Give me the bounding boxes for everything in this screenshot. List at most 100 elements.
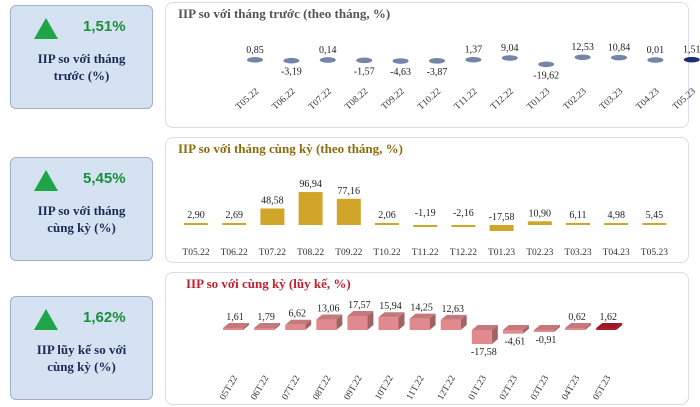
bar-03T.23 bbox=[534, 330, 554, 332]
bar-top-10T.22 bbox=[378, 312, 405, 318]
bar-T08.22 bbox=[356, 57, 373, 64]
data-label-T05.22: 2,90 bbox=[187, 210, 205, 221]
x-tick-01T.23: 01T.23 bbox=[467, 374, 489, 402]
x-tick-T02.23: T02.23 bbox=[526, 248, 553, 258]
data-label-T03.23: 6,11 bbox=[569, 210, 586, 221]
up-triangle-icon bbox=[34, 18, 58, 39]
data-label-T12.22: 9,04 bbox=[501, 43, 519, 54]
x-tick-T08.22: T08.22 bbox=[343, 87, 370, 113]
x-tick-09T.22: 09T.22 bbox=[343, 374, 365, 402]
bar-08T.22 bbox=[316, 319, 337, 330]
bar-T05.23 bbox=[683, 56, 700, 63]
data-label-T07.22: 0,14 bbox=[319, 45, 337, 56]
card-value: 1,51% bbox=[83, 18, 126, 35]
data-label-T02.23: 10,90 bbox=[529, 208, 552, 219]
x-tick-T08.22: T08.22 bbox=[297, 248, 324, 258]
x-tick-T05.23: T05.23 bbox=[671, 87, 698, 113]
bar-T08.22 bbox=[298, 192, 323, 225]
data-label-T02.23: 12,53 bbox=[571, 42, 594, 53]
x-tick-T05.23: T05.23 bbox=[641, 248, 668, 258]
bar-02T.23 bbox=[502, 330, 523, 334]
bar-06T.22 bbox=[254, 328, 275, 330]
bar-04T.23 bbox=[565, 328, 586, 330]
data-label-T10.22: -3,87 bbox=[427, 67, 448, 78]
data-label-05T.22: 1,61 bbox=[226, 312, 244, 323]
x-tick-T07.22: T07.22 bbox=[259, 248, 286, 258]
data-label-T11.22: -1,19 bbox=[415, 208, 436, 219]
data-label-T09.22: -4,63 bbox=[390, 67, 411, 78]
x-tick-04T.23: 04T.23 bbox=[560, 374, 582, 402]
bar-top-12T.22 bbox=[440, 314, 467, 320]
bar-top-07T.22 bbox=[285, 319, 312, 325]
bar-top-05T.22 bbox=[223, 323, 249, 328]
x-tick-T04.23: T04.23 bbox=[635, 87, 662, 113]
x-tick-11T.22: 11T.22 bbox=[405, 374, 427, 402]
bar-07T.22 bbox=[285, 324, 306, 330]
chart-title: IIP so với tháng cùng kỳ (theo tháng, %) bbox=[178, 141, 403, 156]
bar-side-10T.22 bbox=[398, 312, 405, 330]
data-label-05T.23: 1,62 bbox=[599, 312, 617, 323]
data-label-T05.22: 0,85 bbox=[246, 45, 264, 56]
bar-T05.22 bbox=[184, 223, 208, 225]
chart-panel-cumulative: IIP so với cùng kỳ (lũy kế, %) 1,61 05T.2… bbox=[165, 272, 689, 405]
chart-title: IIP so với tháng trước (theo tháng, %) bbox=[178, 6, 391, 21]
card-value: 1,62% bbox=[83, 309, 126, 326]
x-tick-05T.22: 05T.22 bbox=[218, 374, 240, 402]
data-label-T08.22: 96,94 bbox=[299, 179, 322, 190]
bar-side-03T.23 bbox=[554, 325, 560, 332]
x-tick-T06.22: T06.22 bbox=[221, 248, 248, 258]
bar-side-12T.22 bbox=[460, 314, 467, 330]
bar-top-02T.23 bbox=[502, 325, 529, 330]
data-label-T01.23: -19,62 bbox=[533, 70, 559, 81]
card-label-line: IIP so với tháng bbox=[37, 203, 126, 218]
data-label-T05.23: 1,51 bbox=[683, 45, 700, 56]
bar-T07.22 bbox=[319, 57, 336, 63]
x-tick-T09.22: T09.22 bbox=[380, 87, 407, 113]
card-label: IIP so với tháng cùng kỳ (%) bbox=[15, 202, 148, 236]
bar-top-01T.23 bbox=[471, 325, 498, 330]
data-label-T10.22: 2,06 bbox=[378, 210, 396, 221]
data-label-10T.22: 15,94 bbox=[379, 301, 402, 312]
x-tick-T11.22: T11.22 bbox=[412, 248, 439, 258]
chart-panel-yoy: IIP so với tháng cùng kỳ (theo tháng, %)… bbox=[165, 137, 689, 263]
data-label-11T.22: 14,25 bbox=[410, 303, 433, 314]
bar-T05.23 bbox=[642, 223, 667, 225]
card-label-line: trước (%) bbox=[53, 68, 110, 83]
data-label-04T.23: 0,62 bbox=[568, 312, 586, 323]
x-tick-T12.22: T12.22 bbox=[489, 87, 516, 113]
card-label-line: IIP so với tháng bbox=[37, 51, 126, 66]
data-label-T06.22: -3,19 bbox=[281, 67, 302, 78]
x-tick-T04.23: T04.23 bbox=[603, 248, 630, 258]
bar-side-11T.22 bbox=[429, 313, 436, 330]
x-tick-T11.22: T11.22 bbox=[453, 87, 480, 113]
bar-T09.22 bbox=[392, 58, 409, 64]
x-tick-T12.22: T12.22 bbox=[450, 248, 477, 258]
data-label-T12.22: -2,16 bbox=[453, 208, 474, 219]
bar-top-03T.23 bbox=[534, 325, 560, 330]
x-tick-T06.22: T06.22 bbox=[271, 87, 298, 113]
bar-T02.23 bbox=[574, 54, 591, 61]
bar-side-09T.22 bbox=[367, 310, 374, 330]
bar-09T.22 bbox=[347, 315, 368, 330]
bar-side-01T.23 bbox=[491, 325, 498, 345]
data-label-01T.23: -17,58 bbox=[471, 347, 497, 358]
x-tick-T03.23: T03.23 bbox=[564, 248, 591, 258]
up-triangle-icon bbox=[34, 170, 58, 191]
x-tick-T09.22: T09.22 bbox=[335, 248, 362, 258]
chart-panel-mom: IIP so với tháng trước (theo tháng, %) 0… bbox=[165, 2, 700, 128]
bar-T04.23 bbox=[604, 223, 629, 225]
bar-T11.22 bbox=[413, 225, 438, 227]
data-label-06T.22: 1,79 bbox=[257, 312, 275, 323]
bar-top-09T.22 bbox=[347, 310, 374, 316]
bar-T03.23 bbox=[566, 222, 590, 225]
x-tick-03T.23: 03T.23 bbox=[529, 374, 551, 402]
bar-05T.23 bbox=[596, 328, 617, 330]
x-tick-T01.23: T01.23 bbox=[488, 248, 515, 258]
card-label-line: cùng kỳ (%) bbox=[47, 220, 116, 235]
data-label-T03.23: 10,84 bbox=[608, 43, 631, 54]
data-label-T06.22: 2,69 bbox=[225, 210, 243, 221]
data-label-T08.22: -1,57 bbox=[354, 66, 375, 77]
x-tick-T10.22: T10.22 bbox=[373, 248, 400, 258]
bar-T06.22 bbox=[283, 57, 300, 64]
x-tick-T05.22: T05.22 bbox=[182, 248, 209, 258]
